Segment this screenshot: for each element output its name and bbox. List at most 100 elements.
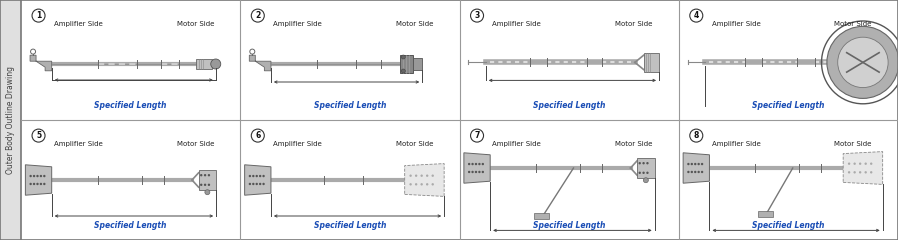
Bar	[758, 211, 773, 216]
Circle shape	[870, 171, 873, 174]
Polygon shape	[464, 153, 490, 183]
Circle shape	[859, 171, 861, 174]
Circle shape	[859, 162, 861, 165]
Text: Motor Side: Motor Side	[177, 141, 214, 147]
Circle shape	[643, 178, 648, 183]
Circle shape	[33, 175, 35, 177]
Circle shape	[691, 171, 693, 173]
Text: Specified Length: Specified Length	[753, 101, 824, 110]
Text: Motor Side: Motor Side	[615, 141, 653, 147]
Circle shape	[687, 163, 690, 165]
Circle shape	[30, 175, 31, 177]
Text: Motor Side: Motor Side	[177, 21, 214, 27]
Text: Amplifier Side: Amplifier Side	[492, 141, 541, 147]
Bar	[401, 55, 413, 73]
Circle shape	[475, 163, 477, 165]
Circle shape	[638, 162, 641, 164]
Text: Specified Length: Specified Length	[313, 101, 386, 110]
Circle shape	[204, 184, 207, 186]
Circle shape	[481, 171, 484, 173]
Circle shape	[827, 26, 898, 98]
Bar	[21, 120, 241, 240]
Bar	[198, 170, 216, 190]
Text: Amplifier Side: Amplifier Side	[711, 141, 761, 147]
Circle shape	[848, 162, 850, 165]
Circle shape	[647, 172, 648, 174]
Circle shape	[853, 162, 856, 165]
Circle shape	[43, 183, 46, 185]
Circle shape	[426, 183, 428, 186]
Circle shape	[207, 174, 210, 176]
Circle shape	[700, 163, 703, 165]
Bar	[413, 58, 422, 70]
Circle shape	[638, 172, 641, 174]
Text: Amplifier Side: Amplifier Side	[273, 21, 321, 27]
Bar	[21, 0, 241, 120]
Bar	[241, 0, 460, 120]
Text: Specified Length: Specified Length	[533, 101, 605, 110]
Circle shape	[426, 174, 428, 177]
Polygon shape	[25, 165, 52, 195]
Bar	[534, 213, 550, 219]
Text: Specified Length: Specified Length	[533, 221, 605, 230]
Text: 4: 4	[693, 11, 699, 20]
Text: 1: 1	[36, 11, 41, 20]
Circle shape	[475, 171, 477, 173]
Circle shape	[838, 37, 888, 88]
Circle shape	[642, 172, 645, 174]
Bar	[460, 0, 679, 120]
Circle shape	[698, 163, 700, 165]
Circle shape	[865, 162, 867, 165]
Bar	[0, 0, 21, 240]
Text: Amplifier Side: Amplifier Side	[54, 21, 102, 27]
Text: Outer Body Outline Drawing: Outer Body Outline Drawing	[6, 66, 15, 174]
Polygon shape	[30, 55, 52, 71]
Circle shape	[700, 171, 703, 173]
Circle shape	[204, 174, 207, 176]
Circle shape	[401, 55, 405, 59]
Bar	[679, 120, 898, 240]
Text: Specified Length: Specified Length	[753, 221, 824, 230]
Circle shape	[468, 171, 471, 173]
Circle shape	[43, 175, 46, 177]
Text: 8: 8	[693, 131, 699, 140]
Circle shape	[40, 175, 42, 177]
Circle shape	[32, 9, 45, 22]
Text: Motor Side: Motor Side	[615, 21, 653, 27]
Circle shape	[211, 59, 221, 69]
Circle shape	[32, 129, 45, 142]
Circle shape	[647, 162, 648, 164]
Circle shape	[409, 183, 412, 186]
Text: Specified Length: Specified Length	[94, 101, 167, 110]
Text: Amplifier Side: Amplifier Side	[273, 141, 321, 147]
Circle shape	[432, 183, 434, 186]
Text: Amplifier Side: Amplifier Side	[492, 21, 541, 27]
Circle shape	[694, 163, 697, 165]
Circle shape	[262, 183, 265, 185]
Circle shape	[415, 174, 418, 177]
Circle shape	[853, 171, 856, 174]
Circle shape	[479, 163, 480, 165]
Circle shape	[36, 183, 39, 185]
Circle shape	[33, 183, 35, 185]
Circle shape	[251, 129, 264, 142]
Text: 3: 3	[474, 11, 480, 20]
Circle shape	[420, 183, 423, 186]
Circle shape	[468, 163, 471, 165]
Circle shape	[256, 175, 258, 177]
Polygon shape	[843, 152, 883, 184]
Circle shape	[409, 174, 412, 177]
Circle shape	[30, 183, 31, 185]
Circle shape	[262, 175, 265, 177]
Circle shape	[249, 175, 251, 177]
Circle shape	[642, 162, 645, 164]
Polygon shape	[244, 165, 271, 195]
Polygon shape	[250, 55, 271, 71]
Bar	[679, 0, 898, 120]
Circle shape	[200, 184, 202, 186]
Polygon shape	[405, 164, 445, 196]
Circle shape	[481, 163, 484, 165]
Circle shape	[690, 9, 703, 22]
Circle shape	[259, 175, 261, 177]
Circle shape	[36, 175, 39, 177]
